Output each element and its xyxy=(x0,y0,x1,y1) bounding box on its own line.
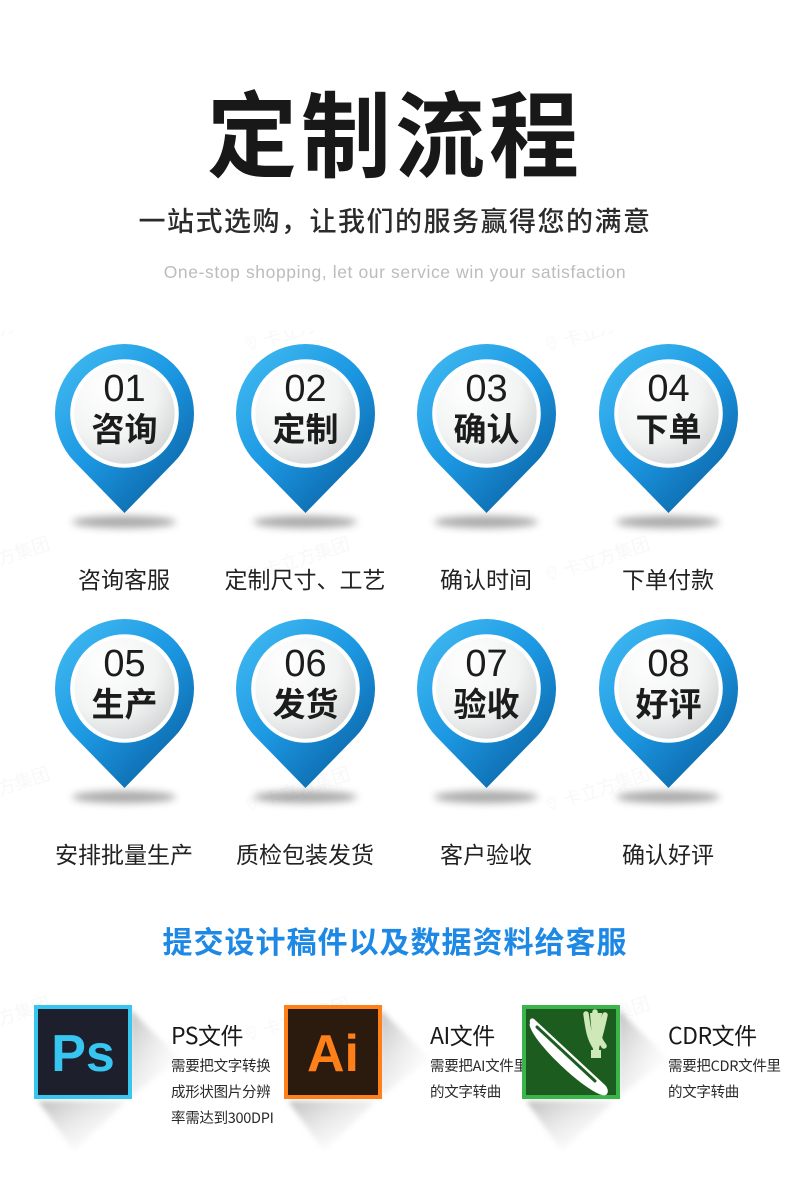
svg-text:生产: 生产 xyxy=(92,678,158,726)
svg-text:Ps: Ps xyxy=(51,1025,115,1083)
svg-text:确认: 确认 xyxy=(454,403,520,451)
svg-text:Ai: Ai xyxy=(307,1025,359,1083)
svg-text:好评: 好评 xyxy=(636,678,702,726)
svg-text:咨询: 咨询 xyxy=(92,403,158,451)
svg-text:定制: 定制 xyxy=(273,403,339,451)
svg-text:验收: 验收 xyxy=(454,678,520,726)
svg-text:发货: 发货 xyxy=(273,678,339,726)
svg-text:下单: 下单 xyxy=(636,403,702,451)
